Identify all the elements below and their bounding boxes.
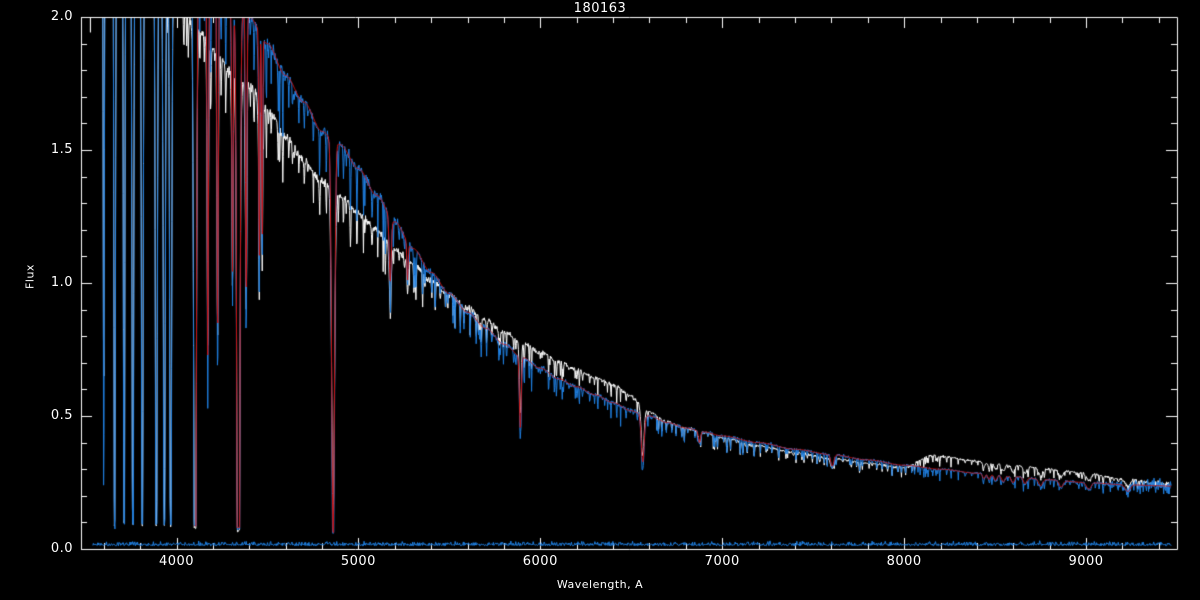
- y-tick-label: 2.0: [50, 9, 73, 24]
- page-title: 180163: [573, 1, 627, 16]
- x-tick-label: 8000: [886, 554, 922, 569]
- y-tick-label: 0.0: [50, 541, 73, 556]
- x-axis-title: Wavelength, A: [556, 578, 644, 591]
- x-tick-label: 9000: [1068, 554, 1104, 569]
- x-tick-label: 7000: [704, 554, 740, 569]
- x-tick-label: 4000: [158, 554, 195, 569]
- x-tick-label: 6000: [522, 554, 558, 569]
- y-tick-label: 1.5: [50, 142, 73, 157]
- y-tick-label: 0.5: [50, 408, 73, 423]
- y-tick-label: 1.0: [50, 275, 73, 290]
- x-tick-label: 5000: [340, 554, 376, 569]
